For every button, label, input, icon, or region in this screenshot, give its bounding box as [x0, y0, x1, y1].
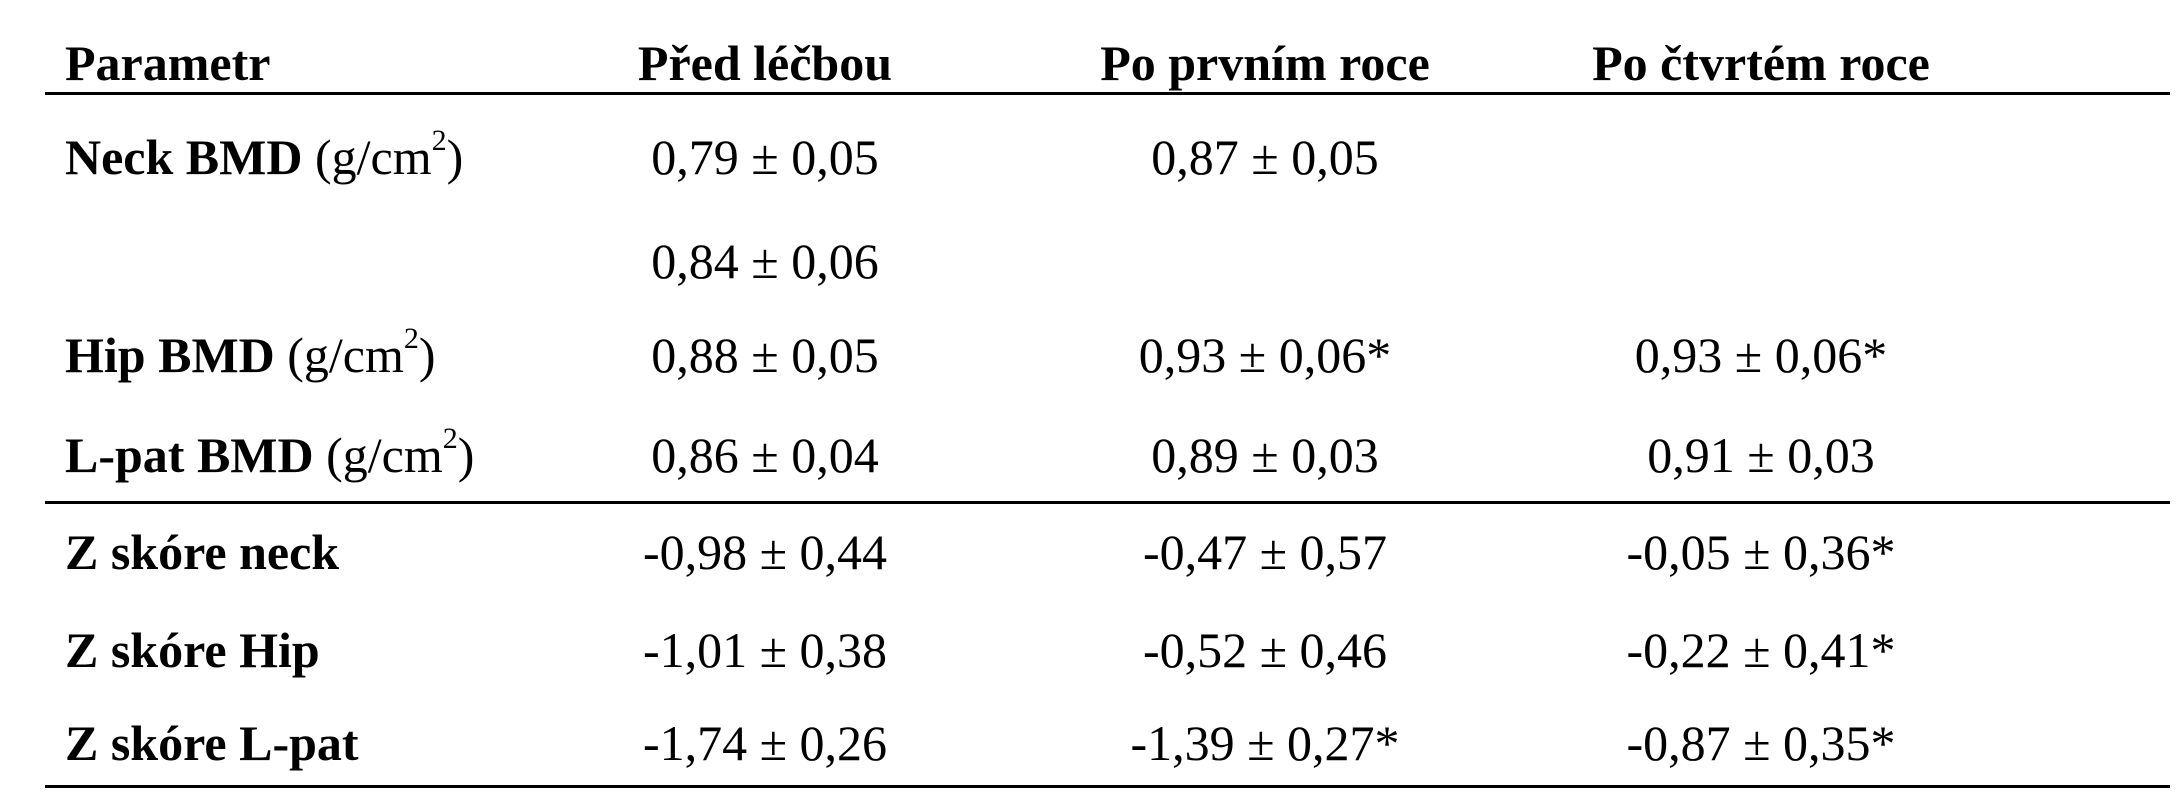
row-param: Z skóre neck [65, 524, 340, 580]
cell-first-year: 0,87 ± 0,05 [1151, 129, 1379, 185]
header-top-rule [45, 92, 2170, 95]
row-param: Z skóre Hip [65, 622, 320, 678]
table-bottom-rule [45, 785, 2170, 788]
cell-before: 0,86 ± 0,04 [651, 427, 879, 483]
cell-fourth-year: -0,87 ± 0,35* [1626, 715, 1896, 771]
table-header-row: Parametr Před léčbou Po prvním roce Po č… [45, 38, 2170, 98]
cell-before: -0,98 ± 0,44 [642, 524, 888, 580]
cell-fourth-year: -0,22 ± 0,41* [1626, 622, 1896, 678]
row-param: L-pat BMD (g/cm2) [65, 422, 475, 483]
cell-first-year: 0,89 ± 0,03 [1151, 427, 1379, 483]
cell-before: -1,74 ± 0,26 [642, 715, 888, 771]
cell-first-year: -0,52 ± 0,46 [1142, 622, 1388, 678]
cell-before: 0,84 ± 0,06 [651, 233, 879, 289]
section-divider-rule [45, 501, 2170, 504]
row-param: Neck BMD (g/cm2) [65, 124, 464, 185]
row-param: Z skóre L-pat [65, 715, 359, 771]
cell-before: -1,01 ± 0,38 [642, 622, 888, 678]
cell-fourth-year: 0,91 ± 0,03 [1647, 427, 1875, 483]
header-param: Parametr [65, 35, 271, 91]
row-param: Hip BMD (g/cm2) [65, 322, 436, 383]
cell-first-year: -1,39 ± 0,27* [1130, 715, 1400, 771]
cell-before: 0,88 ± 0,05 [651, 327, 879, 383]
cell-first-year: 0,93 ± 0,06* [1138, 327, 1392, 383]
cell-before: 0,79 ± 0,05 [651, 129, 879, 185]
header-before-treatment: Před léčbou [637, 35, 893, 91]
header-after-first-year: Po prvním roce [1100, 35, 1430, 91]
cell-fourth-year: 0,93 ± 0,06* [1634, 327, 1888, 383]
cell-fourth-year: -0,05 ± 0,36* [1626, 524, 1896, 580]
cell-first-year: -0,47 ± 0,57 [1142, 524, 1388, 580]
header-after-fourth-year: Po čtvrtém roce [1592, 35, 1930, 91]
